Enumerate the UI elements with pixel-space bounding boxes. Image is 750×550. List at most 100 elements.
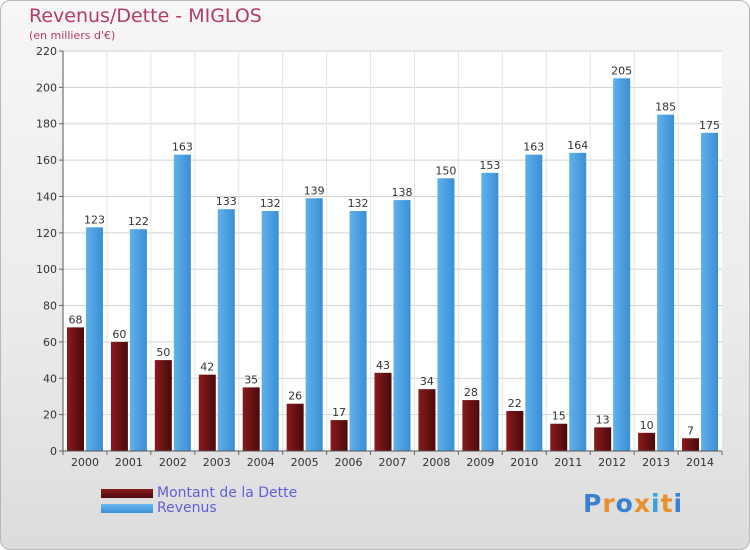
data-label-debt: 43 [376,359,390,372]
bar-debt [506,411,524,451]
data-label-revenue: 150 [435,164,456,177]
data-label-debt: 35 [244,373,258,386]
bar-debt [594,427,612,451]
x-tick-label: 2010 [510,456,538,469]
legend-label-debt: Montant de la Dette [157,485,298,501]
bar-revenue [701,132,719,451]
bar-revenue [525,154,543,452]
x-tick-label: 2003 [203,456,231,469]
bar-debt [462,400,480,451]
data-label-revenue: 139 [304,184,325,197]
bar-debt [154,360,172,451]
y-tick-label: 80 [43,300,57,313]
data-label-debt: 28 [464,386,478,399]
bar-revenue [305,198,323,451]
data-label-revenue: 132 [260,197,281,210]
logo-letter: x [633,489,651,518]
data-labels: 68 123 60 122 50 163 42 133 35 132 26 139 17 132 43 138… [68,64,720,437]
data-label-revenue: 132 [348,197,369,210]
data-label-debt: 60 [112,328,126,341]
bar-revenue [393,200,411,451]
bar-debt [418,389,436,451]
bar-revenue [129,229,147,451]
x-tick-label: 2014 [686,456,714,469]
y-tick-label: 20 [43,409,57,422]
bar-revenue [173,154,191,452]
x-tick-label: 2008 [422,456,450,469]
legend-label-revenue: Revenus [157,500,217,516]
y-tick-label: 200 [36,81,57,94]
y-tick-label: 40 [43,372,57,385]
y-tick-label: 120 [36,227,57,240]
y-tick-label: 160 [36,154,57,167]
y-tick-label: 220 [36,45,57,58]
data-label-revenue: 122 [128,215,149,228]
data-label-revenue: 153 [479,159,500,172]
data-label-debt: 34 [420,375,434,388]
x-tick-label: 2005 [291,456,319,469]
bar-debt [110,341,128,451]
bar-revenue [85,227,103,451]
bar-debt [374,372,392,451]
x-tick-label: 2000 [71,456,99,469]
bar-debt [330,420,348,451]
x-tick-label: 2009 [466,456,494,469]
plot-area [63,51,722,451]
data-label-debt: 42 [200,361,214,374]
x-tick-label: 2011 [554,456,582,469]
bar-revenue [569,152,587,451]
bar-debt [682,438,700,451]
data-label-debt: 17 [332,406,346,419]
x-tick-label: 2004 [247,456,275,469]
bars [66,78,719,452]
bar-revenue [481,172,499,451]
data-label-revenue: 205 [611,64,632,77]
bar-debt [286,403,304,451]
logo-letter: i [651,489,661,518]
data-label-debt: 15 [552,410,566,423]
data-label-revenue: 138 [392,186,413,199]
bar-debt [550,423,568,451]
chart-subtitle: (en milliers d'€) [29,29,116,42]
data-label-revenue: 133 [216,195,237,208]
chart-title: Revenus/Dette - MIGLOS [29,5,262,27]
proxiti-logo: Proxiti [583,489,683,518]
legend-swatch-debt [101,489,153,498]
y-tick-label: 180 [36,118,57,131]
bar-revenue [217,209,235,451]
logo-letter: P [583,489,603,518]
y-tick-label: 0 [50,445,57,458]
logo-letter: i [673,489,684,518]
data-label-debt: 7 [687,424,694,437]
y-tick-label: 140 [36,190,57,203]
data-label-revenue: 163 [172,141,193,154]
gridlines [63,50,722,451]
data-label-debt: 13 [596,413,610,426]
bar-revenue [657,114,675,452]
bar-revenue [261,211,279,451]
legend-swatch-revenue [101,504,153,513]
data-label-debt: 10 [640,419,654,432]
bar-debt [66,327,84,451]
bar-revenue [349,211,367,451]
x-tick-label: 2007 [379,456,407,469]
data-label-debt: 22 [508,397,522,410]
x-tick-label: 2006 [335,456,363,469]
data-label-revenue: 185 [655,101,676,114]
data-label-revenue: 163 [523,141,544,154]
logo-letter: o [615,489,634,518]
x-tick-label: 2001 [115,456,143,469]
data-label-revenue: 164 [567,139,588,152]
bar-revenue [437,178,455,452]
axes: 0 20 40 60 80 100 120 140 160 180 200 220 2000 2001 20… [36,45,723,469]
x-tick-label: 2002 [159,456,187,469]
data-label-revenue: 175 [699,119,720,132]
data-label-debt: 26 [288,390,302,403]
bar-debt [242,387,260,451]
y-tick-label: 100 [36,263,57,276]
logo-letter: t [660,489,674,518]
data-label-debt: 50 [156,346,170,359]
logo-letter: r [602,489,616,518]
